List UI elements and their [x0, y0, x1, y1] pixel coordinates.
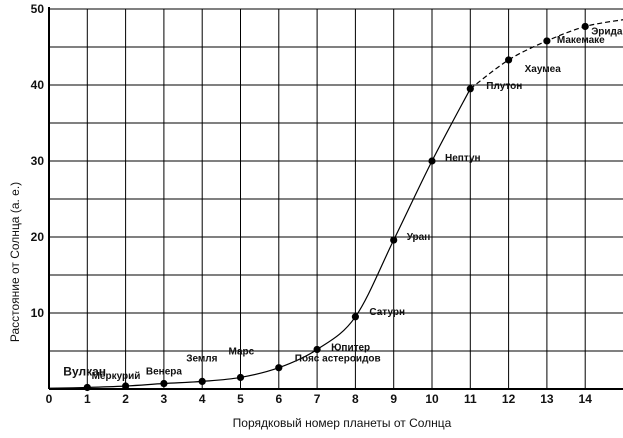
x-tick-label: 6 — [275, 392, 282, 406]
grid — [49, 8, 623, 389]
x-tick-label: 14 — [579, 392, 593, 406]
x-axis-label: Порядковый номер планеты от Солнца — [233, 416, 452, 430]
point-label: Эрида — [591, 26, 623, 37]
point-label: Вулкан — [63, 364, 106, 378]
x-tick-label: 1 — [84, 392, 91, 406]
y-tick-label: 30 — [31, 154, 45, 168]
x-tick-labels: 0 1 2 3 4 5 6 7 8 9 10 11 12 13 14 — [46, 392, 593, 406]
point-label: Макемаке — [557, 35, 605, 46]
point-label: Сатурн — [369, 307, 405, 318]
y-axis-label: Расстояние от Солнца (а. е.) — [8, 182, 22, 342]
y-tick-label: 40 — [31, 78, 45, 92]
data-point — [275, 364, 283, 372]
point-label: Земля — [186, 353, 217, 364]
x-tick-label: 0 — [46, 392, 53, 406]
data-points — [83, 22, 589, 392]
x-tick-label: 11 — [464, 392, 477, 406]
axes — [48, 7, 623, 390]
x-tick-label: 8 — [352, 392, 359, 406]
point-label: Нептун — [445, 153, 481, 164]
y-tick-label: 10 — [31, 306, 45, 320]
data-point — [122, 382, 130, 390]
data-point — [313, 345, 321, 354]
x-tick-label: 13 — [540, 392, 554, 406]
data-point — [466, 85, 474, 93]
x-tick-label: 4 — [199, 392, 206, 406]
y-tick-label: 50 — [31, 2, 45, 16]
point-label: Хаумеа — [525, 64, 562, 75]
x-tick-label: 7 — [314, 392, 321, 406]
data-point — [390, 236, 398, 244]
point-label: Венера — [146, 367, 182, 378]
point-label: Меркурий — [92, 371, 141, 382]
y-tick-label: 20 — [31, 230, 45, 244]
data-point — [505, 56, 513, 64]
data-point — [198, 377, 206, 385]
data-point — [543, 37, 551, 45]
data-point — [428, 157, 436, 165]
point-label: Уран — [407, 232, 431, 243]
x-tick-label: 5 — [237, 392, 244, 406]
data-point — [581, 22, 589, 31]
data-point — [83, 383, 91, 392]
x-tick-label: 9 — [390, 392, 397, 406]
point-label: Юпитер — [331, 342, 370, 353]
y-tick-labels: 10 20 30 40 50 — [31, 2, 45, 320]
data-point — [160, 379, 168, 388]
x-tick-label: 10 — [425, 392, 439, 406]
curve — [48, 19, 623, 389]
x-tick-label: 2 — [122, 392, 129, 406]
point-label: Марс — [229, 346, 255, 357]
x-tick-label: 12 — [502, 392, 516, 406]
x-tick-label: 3 — [161, 392, 168, 406]
point-label: Плутон — [486, 81, 522, 92]
point-label: Пояс астероидов — [295, 354, 381, 365]
data-point — [351, 313, 359, 321]
data-point — [236, 373, 245, 382]
